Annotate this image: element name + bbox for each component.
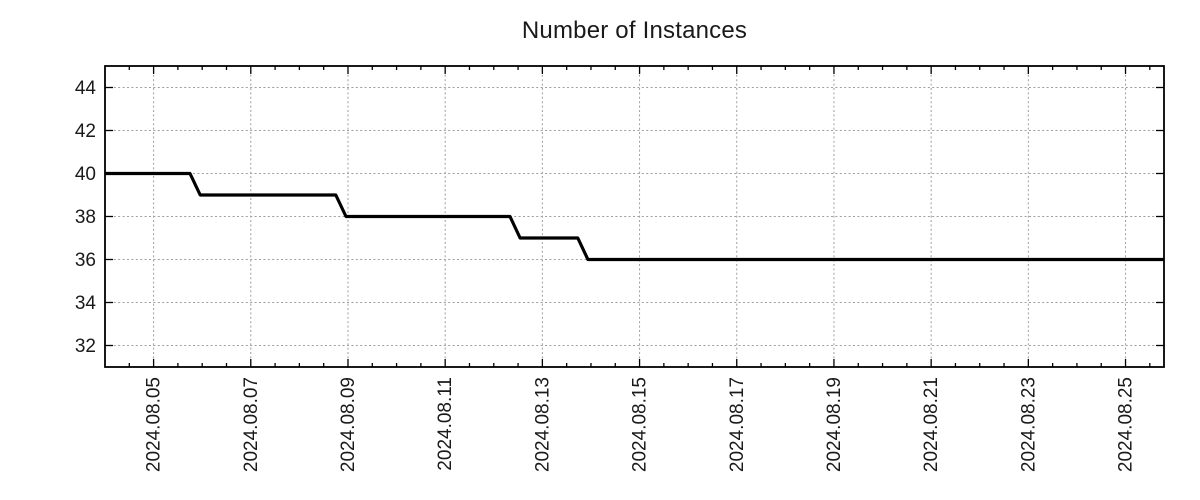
plot-border [104,65,1165,368]
x-tick-label: 2024.08.23 [1018,377,1039,472]
data-line [105,171,1164,262]
x-tick-label: 2024.08.17 [727,377,748,472]
x-tick-label: 2024.08.05 [144,377,165,472]
gridlines [105,66,1164,367]
y-tick-label: 34 [75,293,97,314]
y-tick-label: 42 [75,121,96,142]
y-tick-label: 38 [75,207,96,228]
x-tick-label: 2024.08.15 [630,377,651,472]
x-tick-label: 2024.08.13 [532,377,553,472]
chart-title: Number of Instances [521,17,748,44]
x-tick-label: 2024.08.21 [921,377,942,472]
x-tick-label: 2024.08.09 [338,377,359,472]
y-tick-label: 32 [75,336,96,357]
x-tick-label: 2024.08.25 [1116,377,1137,472]
x-tick-label: 2024.08.11 [435,377,456,471]
x-tick-labels: 2024.08.05 2024.08.07 2024.08.09 2024.08.11… [144,377,1137,472]
y-tick-label: 44 [75,78,97,99]
x-tick-label: 2024.08.07 [241,377,262,472]
x-tick-label: 2024.08.19 [824,377,845,472]
y-tick-labels: 32 34 36 38 40 42 44 [75,78,97,357]
y-tick-label: 40 [75,164,96,185]
y-tick-label: 36 [75,250,96,271]
